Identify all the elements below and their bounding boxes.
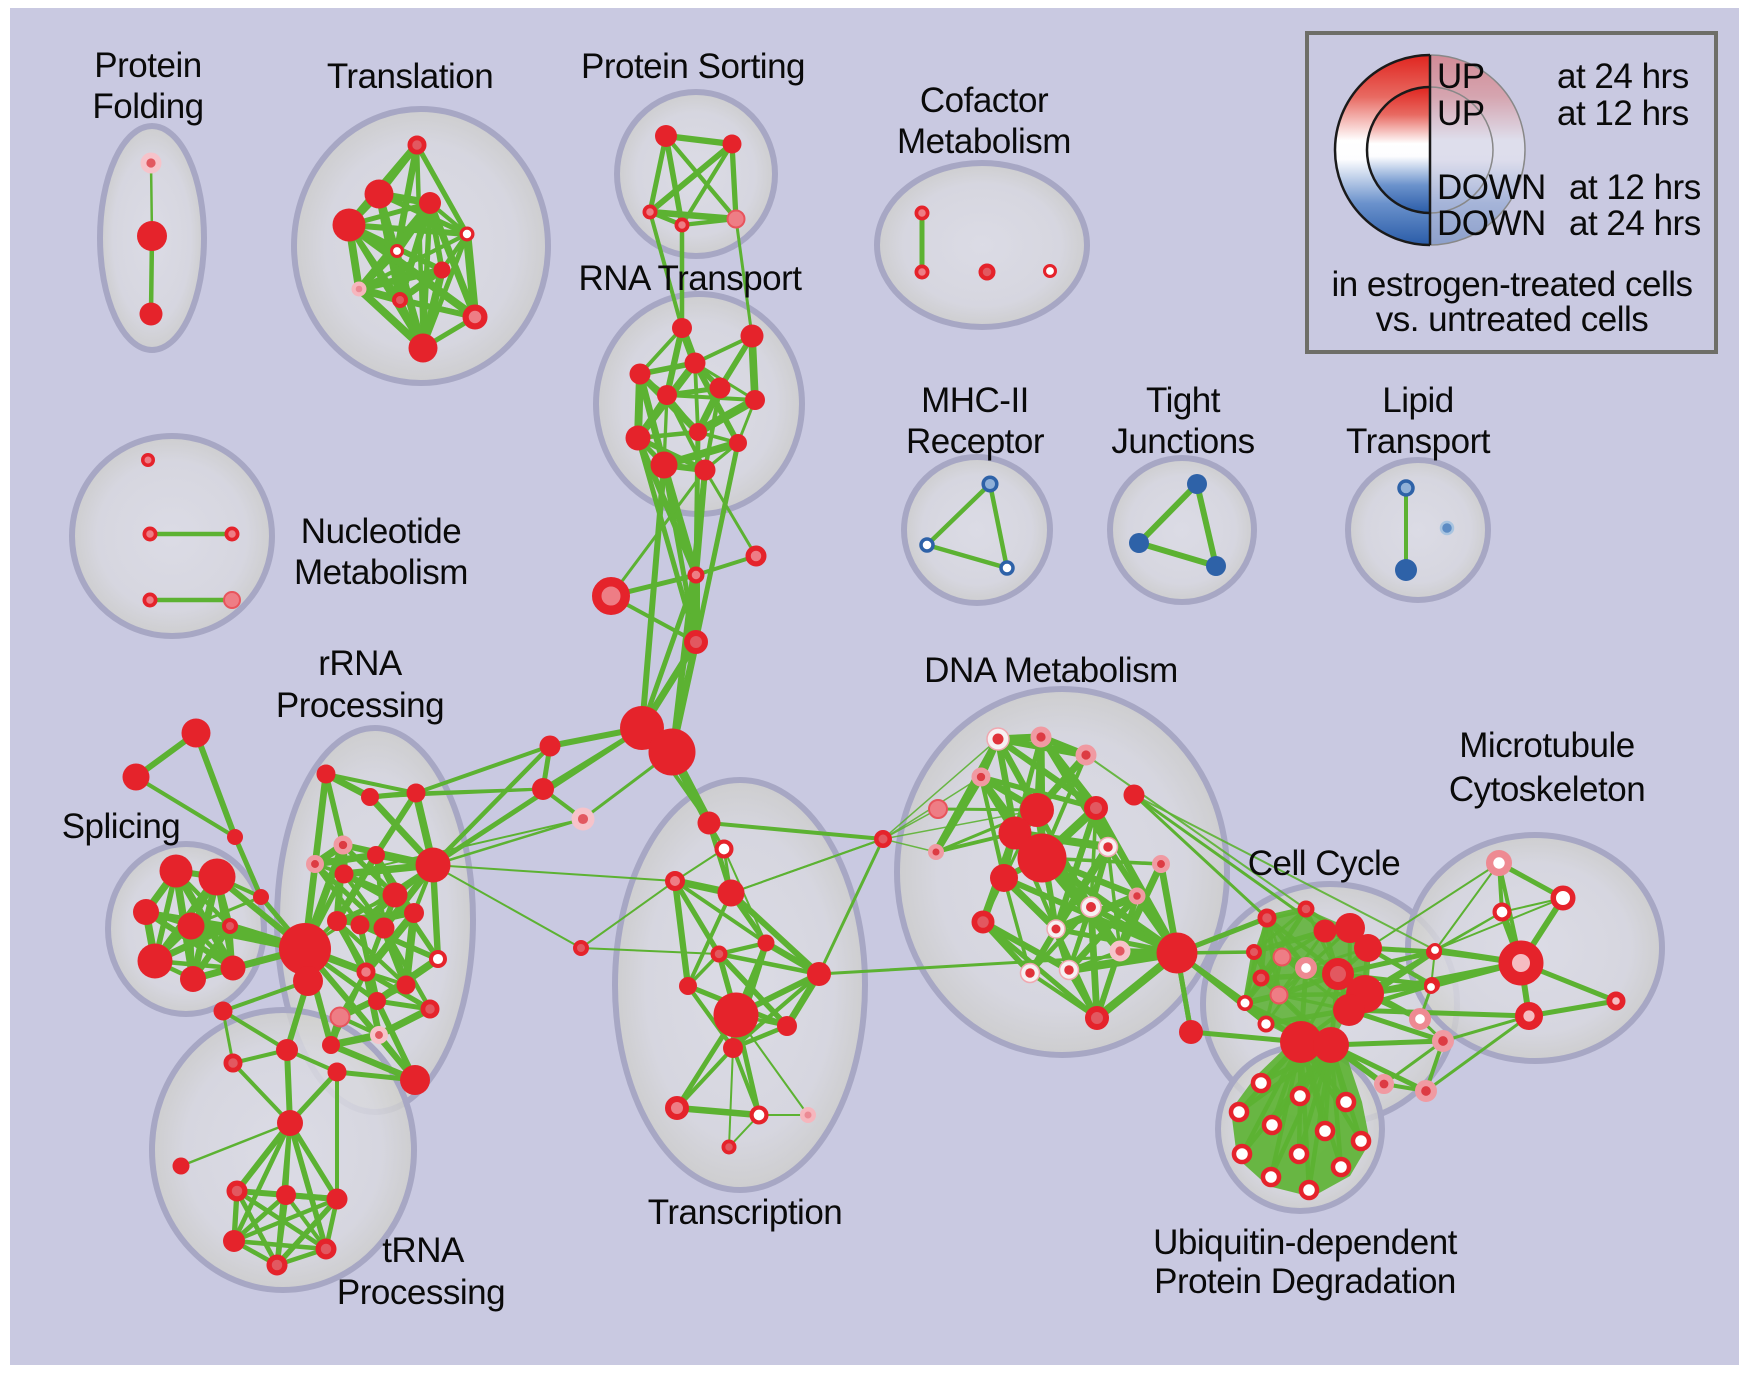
svg-text:DNA Metabolism: DNA Metabolism xyxy=(924,651,1178,690)
svg-text:Processing: Processing xyxy=(337,1273,505,1312)
svg-text:Splicing: Splicing xyxy=(62,807,181,846)
svg-text:Junctions: Junctions xyxy=(1111,422,1254,461)
svg-text:Protein Degradation: Protein Degradation xyxy=(1154,1262,1456,1301)
svg-text:Receptor: Receptor xyxy=(906,422,1045,461)
svg-text:Protein Sorting: Protein Sorting xyxy=(581,47,805,86)
svg-text:Ubiquitin-dependent: Ubiquitin-dependent xyxy=(1153,1223,1458,1262)
svg-text:at 12 hrs: at 12 hrs xyxy=(1557,94,1689,133)
svg-text:UP: UP xyxy=(1437,94,1485,133)
svg-text:at 24 hrs: at 24 hrs xyxy=(1557,57,1689,96)
svg-text:Microtubule: Microtubule xyxy=(1459,726,1634,765)
svg-text:Nucleotide: Nucleotide xyxy=(301,512,461,551)
svg-text:vs. untreated cells: vs. untreated cells xyxy=(1376,300,1649,339)
svg-text:Transport: Transport xyxy=(1346,422,1491,461)
svg-text:rRNA: rRNA xyxy=(318,644,403,683)
svg-text:DOWN: DOWN xyxy=(1437,204,1546,243)
svg-text:RNA Transport: RNA Transport xyxy=(578,259,802,298)
svg-text:DOWN: DOWN xyxy=(1437,168,1546,207)
svg-text:Folding: Folding xyxy=(92,87,203,126)
svg-text:at 24 hrs: at 24 hrs xyxy=(1569,204,1701,243)
svg-text:Processing: Processing xyxy=(276,686,444,725)
svg-text:Tight: Tight xyxy=(1146,381,1221,420)
svg-text:tRNA: tRNA xyxy=(382,1231,465,1270)
svg-text:Protein: Protein xyxy=(94,46,201,85)
svg-text:in estrogen-treated cells: in estrogen-treated cells xyxy=(1331,265,1692,304)
svg-text:MHC-II: MHC-II xyxy=(921,381,1029,420)
svg-text:Translation: Translation xyxy=(327,57,493,96)
svg-text:Metabolism: Metabolism xyxy=(897,122,1071,161)
svg-text:Cytoskeleton: Cytoskeleton xyxy=(1449,770,1645,809)
svg-text:Metabolism: Metabolism xyxy=(294,553,468,592)
svg-text:UP: UP xyxy=(1437,57,1485,96)
svg-text:Cofactor: Cofactor xyxy=(920,81,1049,120)
svg-text:Transcription: Transcription xyxy=(648,1193,843,1232)
svg-text:Lipid: Lipid xyxy=(1382,381,1453,420)
svg-text:at 12 hrs: at 12 hrs xyxy=(1569,168,1701,207)
svg-text:Cell Cycle: Cell Cycle xyxy=(1248,844,1401,883)
